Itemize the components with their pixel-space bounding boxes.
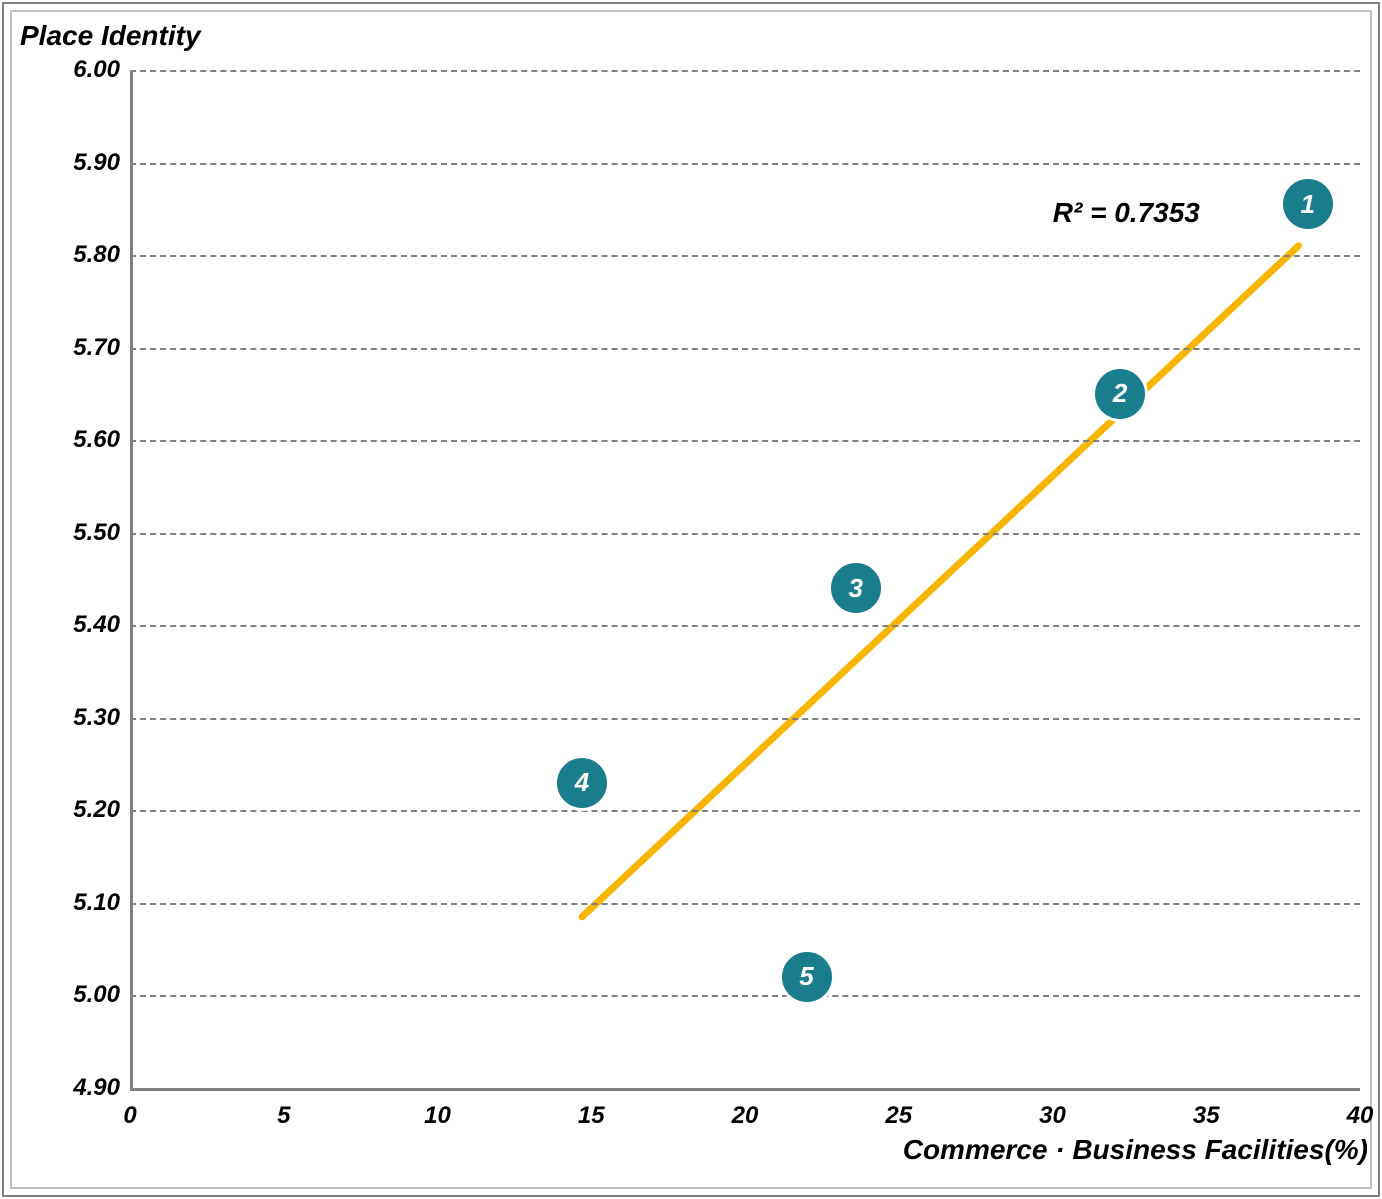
y-tick-label: 5.20 — [73, 796, 130, 824]
data-point: 5 — [779, 949, 835, 1005]
gridline-h — [130, 255, 1360, 257]
data-point: 3 — [828, 560, 884, 616]
data-point: 1 — [1280, 176, 1336, 232]
y-tick-label: 5.50 — [73, 519, 130, 547]
y-tick-label: 5.10 — [73, 889, 130, 917]
gridline-h — [130, 903, 1360, 905]
gridline-h — [130, 625, 1360, 627]
y-tick-label: 6.00 — [73, 56, 130, 84]
gridline-h — [130, 70, 1360, 72]
trendline-path — [582, 246, 1298, 917]
x-tick-label: 25 — [885, 1088, 912, 1130]
x-tick-label: 35 — [1193, 1088, 1220, 1130]
y-tick-label: 5.30 — [73, 704, 130, 732]
scatter-chart: Place Identity 4.90 5.00 5.10 5.20 5.30 5.40 5… — [0, 0, 1382, 1199]
x-tick-label: 40 — [1347, 1088, 1374, 1130]
gridline-h — [130, 440, 1360, 442]
x-axis-title: Commerce · Business Facilities(%) — [903, 1134, 1368, 1166]
gridline-h — [130, 718, 1360, 720]
y-tick-label: 5.70 — [73, 334, 130, 362]
y-axis-title: Place Identity — [20, 20, 201, 52]
x-tick-label: 5 — [277, 1088, 290, 1130]
gridline-h — [130, 995, 1360, 997]
y-tick-label: 5.90 — [73, 149, 130, 177]
gridline-h — [130, 163, 1360, 165]
y-tick-label: 5.60 — [73, 426, 130, 454]
x-tick-label: 30 — [1039, 1088, 1066, 1130]
data-point: 2 — [1092, 366, 1148, 422]
y-tick-label: 5.80 — [73, 241, 130, 269]
x-tick-label: 20 — [732, 1088, 759, 1130]
x-tick-label: 15 — [578, 1088, 605, 1130]
x-tick-label: 10 — [424, 1088, 451, 1130]
y-tick-label: 5.00 — [73, 981, 130, 1009]
y-tick-label: 5.40 — [73, 611, 130, 639]
data-point: 4 — [554, 755, 610, 811]
gridline-h — [130, 533, 1360, 535]
x-tick-label: 0 — [123, 1088, 136, 1130]
gridline-h — [130, 810, 1360, 812]
gridline-h — [130, 348, 1360, 350]
y-tick-label: 4.90 — [73, 1074, 130, 1102]
r-squared-label: R² = 0.7353 — [1053, 197, 1200, 229]
